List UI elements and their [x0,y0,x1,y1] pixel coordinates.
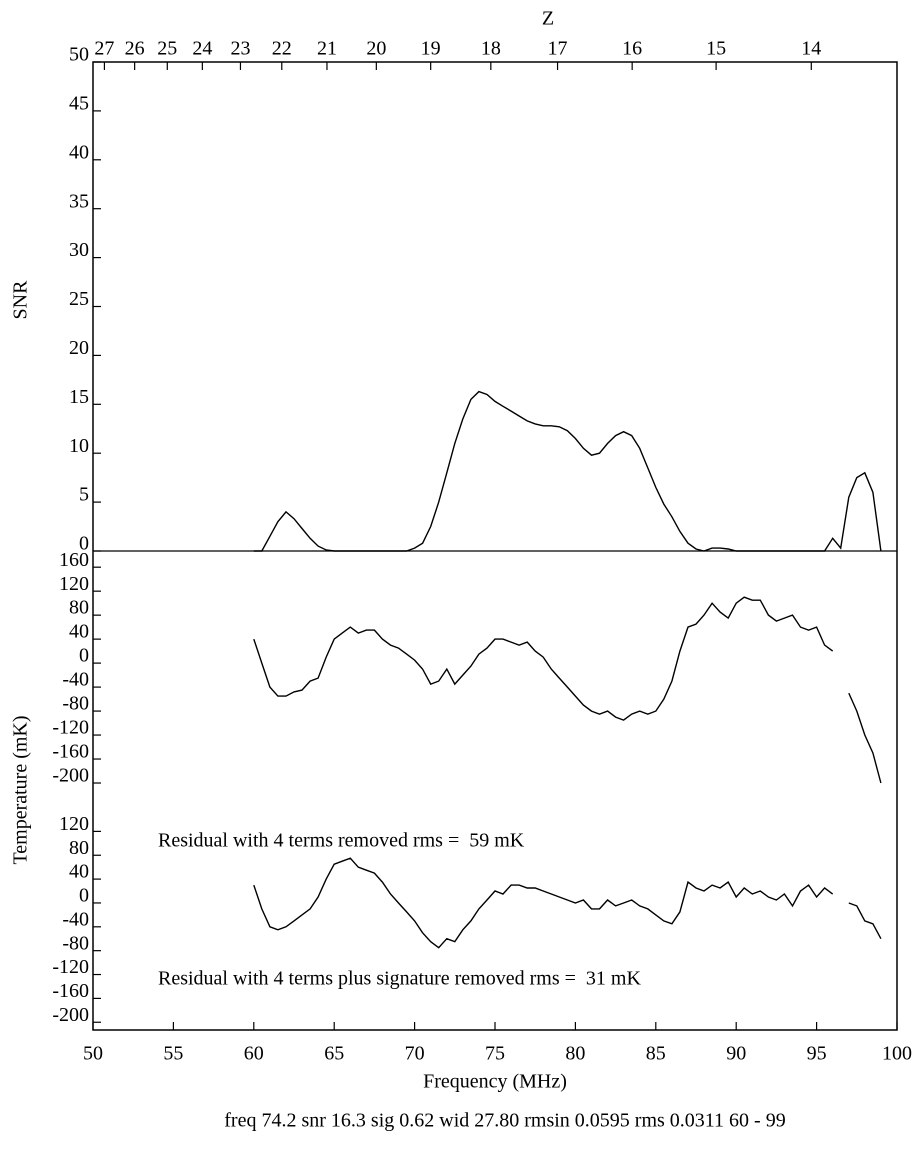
top-tick-label: 20 [366,38,386,60]
data-line [253,596,882,784]
y-tick-label: -160 [52,741,89,763]
frame [92,61,898,1031]
y-tick-label: 5 [79,484,89,506]
y-tick-label: 15 [69,386,89,408]
top-tick-label: 17 [548,38,568,60]
top-tick-label: 24 [192,38,212,60]
top-tick-label: 23 [230,38,250,60]
y-axis-title: Temperature (mK) [10,715,32,864]
data-line [253,390,882,552]
annotation: Residual with 4 terms plus signature rem… [158,968,641,990]
top-tick-label: 18 [481,38,501,60]
y-tick-label: -120 [52,956,89,978]
x-tick-label: 75 [485,1043,505,1065]
x-tick-label: 85 [646,1043,666,1065]
y-tick-label: 40 [69,141,89,163]
y-tick-label: 0 [79,645,89,667]
x-tick-label: 100 [882,1043,912,1065]
y-tick-label: 0 [79,533,89,555]
x-tick-label: 50 [83,1043,103,1065]
y-tick-label: 25 [69,288,89,310]
top-tick-label: 26 [125,38,145,60]
y-tick-label: 40 [69,621,89,643]
x-tick-label: 65 [324,1043,344,1065]
top-tick-label: 19 [421,38,441,60]
y-tick-label: 80 [69,597,89,619]
y-tick-label: 120 [59,573,89,595]
top-tick-label: 16 [622,38,642,60]
annotation: Residual with 4 terms removed rms = 59 m… [158,830,525,852]
y-tick-label: 10 [69,435,89,457]
top-tick-label: 14 [801,38,821,60]
x-tick-label: 95 [807,1043,827,1065]
x-tick-label: 90 [726,1043,746,1065]
y-tick-label: 50 [69,44,89,66]
y-tick-label: -160 [52,980,89,1002]
y-tick-label: 45 [69,92,89,114]
y-tick-label: -80 [62,693,89,715]
top-tick-label: 15 [706,38,726,60]
x-tick-label: 70 [405,1043,425,1065]
y-tick-label: 80 [69,837,89,859]
data-line [253,857,882,949]
top-tick-label: 21 [317,38,337,60]
y-axis-title: SNR [10,280,32,320]
y-tick-label: -200 [52,765,89,787]
top-axis-title: Z [542,8,554,30]
top-tick-label: 27 [94,38,114,60]
x-tick-label: 60 [244,1043,264,1065]
x-axis-title: Frequency (MHz) [423,1071,567,1093]
top-tick-label: 25 [157,38,177,60]
y-tick-label: -80 [62,932,89,954]
y-tick-label: -40 [62,669,89,691]
x-tick-label: 55 [163,1043,183,1065]
y-tick-label: 20 [69,337,89,359]
y-tick-label: 160 [59,549,89,571]
y-tick-label: 40 [69,861,89,883]
top-tick-label: 22 [272,38,292,60]
y-tick-label: 35 [69,190,89,212]
y-tick-label: -40 [62,908,89,930]
y-tick-label: 120 [59,813,89,835]
y-tick-label: -200 [52,1004,89,1026]
y-tick-label: 30 [69,239,89,261]
x-tick-label: 80 [565,1043,585,1065]
caption: freq 74.2 snr 16.3 sig 0.62 wid 27.80 rm… [224,1110,785,1132]
y-tick-label: -120 [52,717,89,739]
y-tick-label: 0 [79,885,89,907]
